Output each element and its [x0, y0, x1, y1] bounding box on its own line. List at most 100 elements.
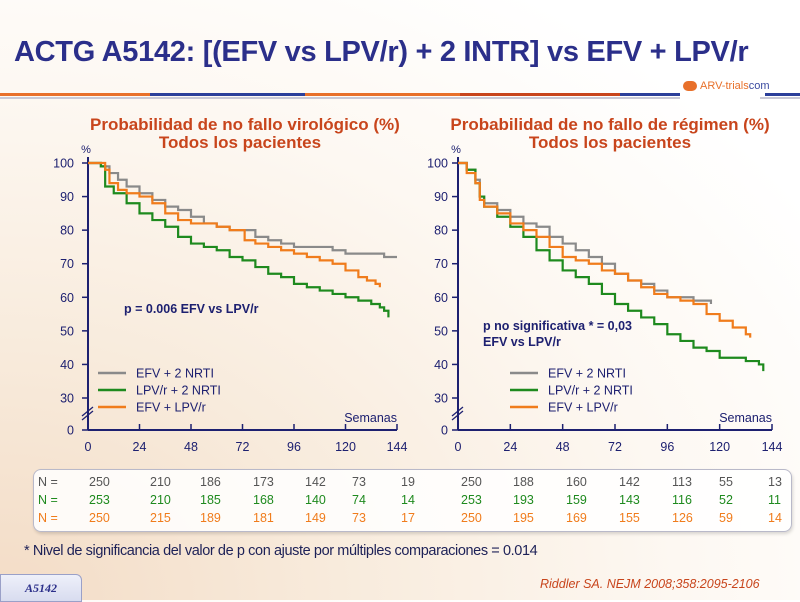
x-tick-label: 120: [709, 440, 730, 454]
y-tick-label: 80: [60, 224, 74, 238]
reference-citation: Riddler SA. NEJM 2008;358:2095-2106: [540, 577, 760, 591]
n-cell-right: 253: [461, 493, 482, 507]
survival-charts: 0 30 40 50 60 70 80 90 100% 0 24 48 72 96 120 144 Semana…: [53, 144, 782, 454]
axis-break-mark: [81, 410, 94, 421]
chart-right-subtitle: Todos los pacientes: [528, 133, 692, 152]
n-cell-left: 250: [89, 475, 110, 489]
n-cell-left: 185: [200, 493, 221, 507]
n-cell-right: 195: [513, 511, 534, 525]
n-cell-left: 186: [200, 475, 221, 489]
n-cell-right: 52: [719, 493, 733, 507]
n-cell-right: 55: [719, 475, 733, 489]
chart-left-subtitle: Todos los pacientes: [158, 133, 322, 152]
n-row-label: N =: [38, 475, 58, 489]
legend-label: LPV/r + 2 NRTI: [136, 384, 221, 398]
chart-right: 0 30 40 50 60 70 80 90 100% 0 24 48 72 96 120 144 Semana…: [427, 144, 782, 454]
n-cell-right: 160: [566, 475, 587, 489]
y-axis-label: %: [81, 144, 91, 156]
y-tick-label: 0: [441, 424, 448, 438]
axis-break-mark: [451, 406, 464, 417]
y-tick-label: 70: [434, 257, 448, 271]
n-cell-left: 149: [305, 511, 326, 525]
n-cell-left: 253: [89, 493, 110, 507]
n-cell-right: 11: [768, 493, 781, 507]
header-rule-orange-1: [0, 93, 150, 96]
n-cell-right: 155: [619, 511, 640, 525]
legend-label: EFV + LPV/r: [548, 401, 618, 415]
n-cell-left: 73: [352, 475, 366, 489]
series-line-efv-lpv-r: [458, 161, 752, 338]
p-value-annotation: EFV vs LPV/r: [483, 335, 561, 349]
x-tick-label: 120: [335, 440, 356, 454]
x-tick-label: 96: [660, 440, 674, 454]
x-tick-label: 96: [287, 440, 301, 454]
x-tick-label: 0: [455, 440, 462, 454]
n-cell-right: 169: [566, 511, 587, 525]
x-tick-label: 72: [236, 440, 250, 454]
n-cell-left: 210: [150, 475, 171, 489]
y-tick-label: 100: [427, 157, 448, 171]
n-row-label: N =: [38, 493, 58, 507]
legend-label: EFV + 2 NRTI: [136, 367, 214, 381]
y-tick-label: 50: [434, 324, 448, 338]
n-cell-left: 140: [305, 493, 326, 507]
n-at-risk-row: N = 250 215 189 181 149 73 17 250 195 169 155 126 59 1…: [34, 511, 791, 528]
n-cell-right: 13: [768, 475, 782, 489]
axis-break-mark: [451, 410, 464, 421]
footnote: * Nivel de significancia del valor de p …: [24, 543, 538, 559]
header-rule-orange-2: [305, 93, 460, 96]
n-cell-left: 250: [89, 511, 110, 525]
n-at-risk-table: N = 250 210 186 173 142 73 19 250 188 160 142 113 55 1…: [33, 469, 792, 532]
legend-label: LPV/r + 2 NRTI: [548, 384, 633, 398]
n-cell-left: 14: [401, 493, 415, 507]
arv-trials-logo: ARV-trialscom: [700, 80, 769, 92]
header-rule-blue-1: [150, 93, 305, 96]
n-row-label: N =: [38, 511, 58, 525]
chart-left: 0 30 40 50 60 70 80 90 100% 0 24 48 72 96 120 144 Semana…: [53, 144, 407, 454]
n-cell-left: 181: [253, 511, 274, 525]
n-cell-left: 189: [200, 511, 221, 525]
y-tick-label: 60: [434, 291, 448, 305]
p-value-annotation: p = 0.006 EFV vs LPV/r: [124, 302, 259, 316]
legend-label: EFV + 2 NRTI: [548, 367, 626, 381]
y-tick-label: 90: [60, 190, 74, 204]
n-at-risk-row: N = 253 210 185 168 140 74 14 253 193 159 143 116 52 1…: [34, 493, 791, 510]
y-tick-label: 40: [60, 358, 74, 372]
y-tick-label: 70: [60, 257, 74, 271]
n-cell-right: 250: [461, 475, 482, 489]
header-rule-red: [460, 93, 620, 96]
legend-label: EFV + LPV/r: [136, 401, 206, 415]
n-cell-right: 116: [672, 493, 692, 507]
y-tick-label: 30: [60, 392, 74, 406]
y-axis-label: %: [451, 144, 461, 156]
logo-text-main: ARV-trials: [700, 80, 749, 92]
study-badge: A5142: [0, 574, 82, 602]
n-cell-right: 188: [513, 475, 534, 489]
page-title: ACTG A5142: [(EFV vs LPV/r) + 2 INTR] vs…: [14, 36, 749, 68]
chart-right-title: Probabilidad de no fallo de régimen (%) …: [445, 116, 775, 152]
n-cell-left: 142: [305, 475, 326, 489]
series-line-efv-2-nrti: [88, 161, 397, 259]
chart-left-title-line1: Probabilidad de no fallo virológico (%): [90, 115, 400, 134]
header-rule-blue-3: [765, 93, 800, 96]
y-tick-label: 0: [67, 424, 74, 438]
n-cell-right: 143: [619, 493, 640, 507]
y-tick-label: 30: [434, 392, 448, 406]
x-tick-label: 24: [133, 440, 147, 454]
n-cell-left: 73: [352, 511, 366, 525]
n-cell-left: 210: [150, 493, 171, 507]
axis-break-mark: [81, 406, 94, 417]
series-line-lpv-r-2-nrti: [88, 161, 390, 318]
x-tick-label: 72: [608, 440, 622, 454]
chart-left-title: Probabilidad de no fallo virológico (%) …: [90, 115, 400, 152]
p-value-annotation: p no significativa * = 0,03: [483, 319, 632, 333]
n-cell-right: 14: [768, 511, 782, 525]
n-at-risk-row: N = 250 210 186 173 142 73 19 250 188 160 142 113 55 1…: [34, 475, 791, 492]
header-rule-gray-2: [760, 97, 800, 99]
x-axis-label: Semanas: [344, 411, 397, 425]
y-tick-label: 100: [53, 157, 74, 171]
header-rule-gray-1: [0, 97, 680, 99]
y-tick-label: 40: [434, 358, 448, 372]
y-tick-label: 60: [60, 291, 74, 305]
n-cell-left: 17: [401, 511, 415, 525]
